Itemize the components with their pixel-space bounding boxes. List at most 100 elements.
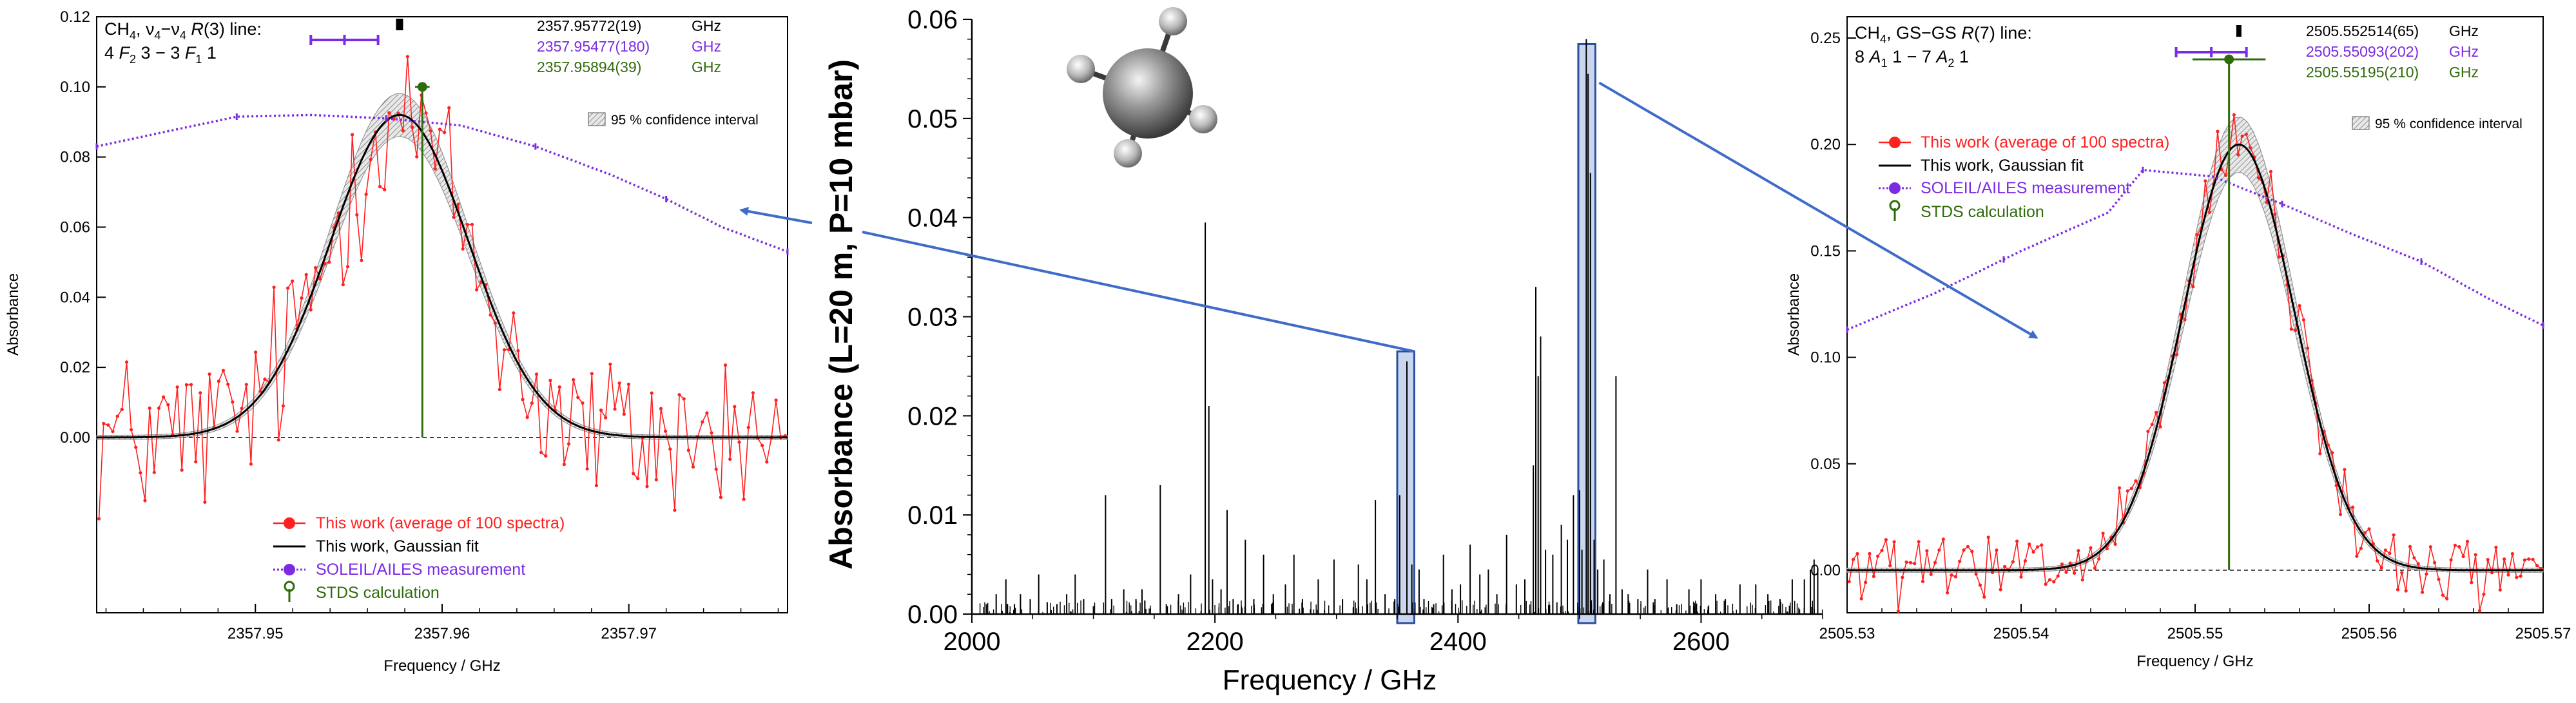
left-data-point-87: [498, 387, 501, 392]
right-data-point-23: [1941, 537, 1945, 541]
left-data-point-100: [557, 385, 561, 389]
left-data-point-58: [364, 192, 368, 197]
right-data-point-62: [2101, 532, 2105, 535]
right-data-point-76: [2158, 425, 2162, 429]
right-data-point-161: [2506, 573, 2510, 577]
left-data-point-7: [130, 428, 133, 432]
right-data-point-120: [2338, 512, 2343, 517]
left-soleil-curve: [96, 113, 788, 253]
left-data-point-63: [387, 111, 391, 115]
right-xtick-label-3: 2505.56: [2341, 625, 2397, 642]
right-data-point-8: [1880, 548, 1884, 553]
left-data-point-78: [456, 202, 460, 206]
right-title-line1: CH4, GS−GS R(7) line:: [1855, 23, 2032, 46]
left-data-point-12: [152, 470, 156, 474]
right-data-point-55: [2073, 571, 2077, 575]
right-data-point-46: [2035, 545, 2039, 549]
right-data-point-115: [2318, 452, 2322, 456]
right-freq-stds: 2505.55195(210): [2306, 64, 2419, 81]
right-data-point-152: [2470, 581, 2474, 584]
left-data-point-82: [475, 288, 479, 292]
center-ytick-label-6: 0.06: [907, 6, 958, 34]
left-data-point-15: [166, 403, 170, 407]
left-data-point-3: [111, 430, 115, 434]
right-data-point-20: [1929, 572, 1933, 576]
left-panel: 2357.95 2357.96 2357.97 0.00 0.02 0.04 0.06 0.0…: [5, 8, 789, 675]
right-data-point-6: [1872, 574, 1875, 579]
left-data-point-38: [272, 285, 276, 289]
left-data-point-28: [226, 382, 230, 386]
left-legend-data-label: This work (average of 100 spectra): [316, 514, 565, 532]
right-data-point-132: [2388, 552, 2392, 555]
left-data-point-57: [360, 258, 363, 262]
right-xtick-label-0: 2505.53: [1819, 625, 1875, 642]
left-confidence-swatch: [588, 112, 606, 126]
right-data-point-157: [2490, 571, 2494, 575]
left-title-line1: CH4, ν4−ν4 R(3) line:: [104, 19, 262, 42]
right-plot-frame: [1846, 16, 2544, 613]
right-data-point-1: [1851, 557, 1855, 561]
right-legend-soleil-marker: [1889, 182, 1901, 194]
left-data-point-10: [143, 499, 147, 503]
right-xtick-label-1: 2505.54: [1993, 625, 2049, 642]
left-freq-measured: 2357.95772(19): [537, 17, 641, 34]
left-data-point-8: [134, 445, 138, 449]
right-data-point-47: [2040, 543, 2044, 547]
left-ytick-label-5: 0.10: [60, 79, 90, 96]
left-freq-soleil: 2357.95477(180): [537, 38, 650, 55]
left-data-point-75: [443, 131, 447, 135]
left-legend: This work (average of 100 spectra) This …: [273, 514, 565, 602]
right-data-point-3: [1859, 597, 1863, 601]
left-data-point-76: [447, 106, 451, 110]
left-data-point-101: [562, 463, 567, 467]
right-data-point-59: [2089, 546, 2093, 550]
left-data-point-53: [341, 283, 345, 287]
left-data-point-19: [184, 383, 188, 387]
right-data-point-77: [2162, 381, 2166, 385]
left-data-point-137: [728, 457, 732, 461]
left-data-point-121: [654, 477, 658, 482]
right-data-point-87: [2203, 179, 2207, 183]
right-data-point-4: [1864, 581, 1868, 584]
right-freq-measured-unit: GHz: [2449, 23, 2479, 39]
left-data-point-26: [217, 380, 220, 383]
right-legend-stds-marker: [1889, 200, 1901, 211]
left-data-point-1: [102, 421, 106, 425]
left-data-point-79: [461, 247, 465, 251]
left-data-point-109: [599, 409, 603, 412]
right-data-point-61: [2097, 557, 2101, 561]
right-data-point-19: [1925, 549, 1929, 553]
left-legend-data-marker: [284, 517, 295, 529]
left-data-point-90: [512, 311, 516, 315]
left-data-point-142: [751, 391, 755, 395]
center-ytick-label-1: 0.01: [907, 501, 958, 530]
center-plot-content: [979, 39, 1823, 624]
right-ytick-label-4: 0.20: [1810, 136, 1841, 153]
right-ytick-label-5: 0.25: [1810, 30, 1841, 47]
right-data-point-159: [2498, 588, 2502, 592]
left-data-point-129: [691, 465, 695, 469]
left-axes: 2357.95 2357.96 2357.97 0.00 0.02 0.04 0.06 0.0…: [60, 8, 779, 642]
right-data-point-13: [1901, 575, 1904, 579]
right-data-point-24: [1946, 591, 1950, 595]
left-data-point-40: [281, 404, 285, 408]
left-data-point-80: [465, 223, 469, 227]
left-data-point-35: [258, 389, 262, 393]
left-data-point-23: [203, 500, 207, 504]
right-legend-soleil-label: SOLEIL/AILES measurement: [1921, 179, 2130, 197]
right-data-point-123: [2351, 505, 2355, 509]
left-freq-measured-unit: GHz: [692, 17, 721, 34]
left-data-point-132: [705, 411, 709, 415]
right-data-point-80: [2174, 352, 2178, 357]
left-data-point-39: [276, 438, 280, 442]
right-gaussian-fit: [1847, 143, 2543, 572]
right-data-point-162: [2510, 552, 2514, 556]
right-data-point-30: [1970, 550, 1974, 554]
right-data-point-144: [2437, 577, 2441, 581]
left-ylabel: Absorbance: [5, 273, 22, 356]
right-data-point-85: [2195, 233, 2199, 236]
left-ytick-label-0: 0.00: [60, 429, 90, 447]
left-data-point-68: [410, 125, 414, 129]
right-xtick-label-2: 2505.55: [2167, 625, 2223, 642]
